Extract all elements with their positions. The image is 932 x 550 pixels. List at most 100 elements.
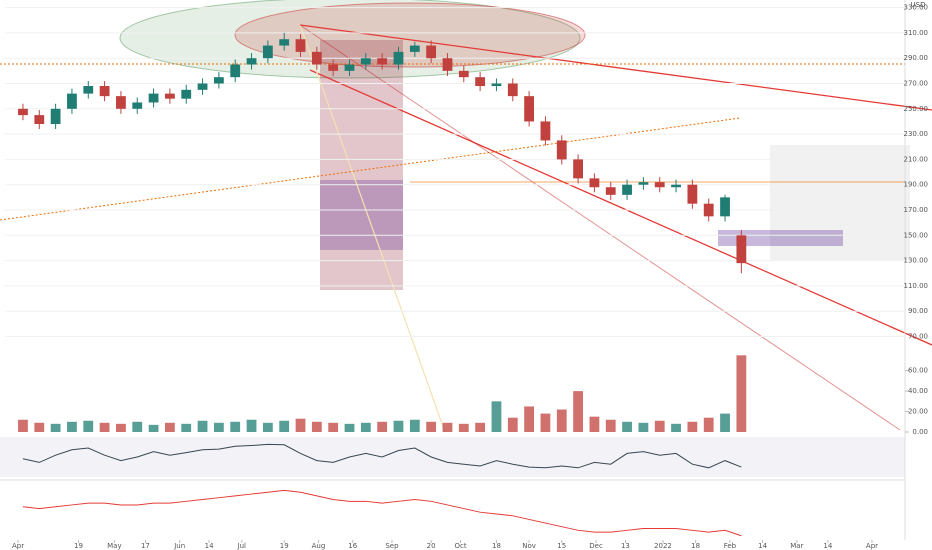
volume-bar — [328, 422, 339, 432]
volume-bar — [181, 423, 192, 432]
volume-bar — [573, 391, 583, 432]
candle-body — [34, 115, 45, 124]
y-tick-label: 290.00 — [904, 54, 929, 62]
volume-tick-label: 40.00 — [908, 387, 928, 395]
volume-bar — [589, 416, 600, 432]
volume-tick-label: 20.00 — [908, 408, 928, 416]
candle-body — [458, 70, 469, 78]
range-box — [770, 145, 910, 260]
x-tick-label: 17 — [141, 542, 150, 550]
volume-bar — [67, 421, 77, 432]
candle-body — [622, 184, 632, 195]
currency: USD — [911, 1, 926, 9]
y-tick-label: 230.00 — [904, 130, 929, 138]
candle-body — [393, 51, 404, 65]
volume-bar — [132, 421, 143, 432]
volume-bar — [622, 421, 632, 432]
x-tick-label: 13 — [621, 542, 630, 550]
volume-bar — [605, 419, 616, 432]
x-tick-label: Sep — [385, 542, 399, 550]
volume-bar — [507, 417, 518, 432]
volume-bar — [34, 422, 45, 432]
candle-body — [116, 96, 126, 109]
y-tick-label: 190.00 — [904, 181, 929, 189]
volume-bar — [475, 422, 486, 432]
candle-body — [556, 140, 567, 160]
volume-bar — [736, 355, 747, 432]
x-tick-label: Apr — [866, 542, 878, 550]
candle-body — [426, 45, 437, 59]
x-tick-label: Apr — [12, 542, 24, 550]
candle-body — [687, 184, 698, 204]
volume-bar — [165, 422, 175, 432]
y-tick-label: 110.00 — [904, 282, 929, 290]
volume-bar — [654, 420, 665, 432]
x-tick-label: 2022 — [654, 542, 672, 550]
x-tick-label: Jul — [237, 542, 247, 550]
trend-line — [309, 69, 932, 346]
candle-body — [165, 93, 175, 99]
x-tick-label: 19 — [74, 542, 83, 550]
projection-line — [299, 24, 446, 433]
candle-body — [605, 187, 616, 195]
x-tick-label: 19 — [280, 542, 289, 550]
x-tick-label: 16 — [348, 542, 357, 550]
candle-body — [99, 86, 110, 97]
x-tick-label: Jun — [173, 542, 185, 550]
candle-body — [344, 64, 355, 71]
volume-bar — [116, 423, 126, 432]
x-tick-label: Feb — [724, 542, 737, 550]
volume-bar — [344, 423, 355, 432]
fib-zone — [320, 180, 403, 250]
y-tick-label: 330.00 — [904, 4, 929, 12]
candle-body — [67, 93, 77, 109]
candle-body — [213, 77, 224, 84]
x-tick-label: 14 — [205, 542, 214, 550]
candle-body — [50, 108, 61, 124]
volume-tick-label: 60.00 — [908, 367, 928, 375]
x-tick-label: Aug — [312, 542, 326, 550]
volume-bar — [671, 423, 681, 432]
volume-bar — [409, 419, 420, 432]
x-tick-label: 18 — [691, 542, 700, 550]
volume-bar — [720, 413, 730, 432]
volume-bar — [491, 401, 502, 432]
x-tick-label: Mar — [790, 542, 803, 550]
volume-bar — [148, 424, 159, 432]
y-tick-label: 270.00 — [904, 79, 929, 87]
y-tick-label: 310.00 — [904, 29, 929, 37]
trend-line — [299, 24, 932, 111]
volume-bar — [230, 421, 241, 432]
x-tick-label: Dec — [589, 542, 603, 550]
volume-bar — [262, 422, 273, 432]
candle-body — [654, 182, 665, 188]
volume-tick-label: 0.00 — [912, 428, 928, 436]
volume-bar — [540, 413, 551, 432]
x-tick-label: Nov — [522, 542, 536, 550]
volume-bar — [458, 423, 469, 432]
volume-bar — [311, 421, 322, 432]
y-tick-label: 130.00 — [904, 257, 929, 265]
candle-body — [573, 159, 583, 179]
volume-bar — [295, 418, 306, 432]
candle-body — [638, 182, 649, 185]
rsi-line — [22, 443, 742, 469]
macd-line — [22, 489, 742, 537]
volume-bar — [638, 422, 649, 432]
trend-line — [299, 24, 901, 431]
candle-body — [295, 39, 306, 52]
volume-bar — [18, 419, 28, 432]
candle-body — [671, 184, 681, 188]
volume-bar — [377, 421, 388, 432]
volume-bar — [279, 420, 290, 432]
candle-body — [83, 86, 94, 94]
y-tick-label: 210.00 — [904, 155, 929, 163]
candle-body — [524, 96, 535, 122]
volume-bar — [197, 420, 208, 432]
candle-body — [132, 102, 143, 109]
volume-bar — [99, 422, 110, 432]
range-box — [718, 230, 843, 246]
volume-bar — [393, 420, 404, 432]
